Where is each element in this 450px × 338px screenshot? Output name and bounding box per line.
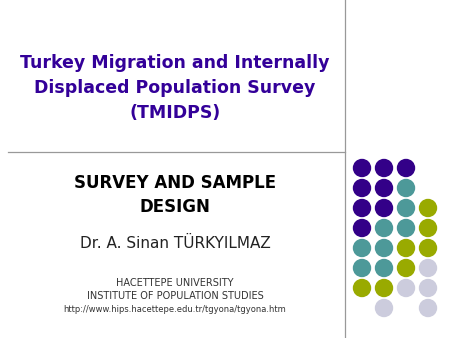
- Circle shape: [419, 219, 436, 237]
- Circle shape: [375, 199, 392, 217]
- Circle shape: [397, 219, 414, 237]
- Text: INSTITUTE OF POPULATION STUDIES: INSTITUTE OF POPULATION STUDIES: [86, 291, 263, 301]
- Circle shape: [397, 199, 414, 217]
- Text: SURVEY AND SAMPLE
DESIGN: SURVEY AND SAMPLE DESIGN: [74, 174, 276, 216]
- Circle shape: [354, 179, 370, 196]
- Circle shape: [375, 179, 392, 196]
- Circle shape: [419, 199, 436, 217]
- Circle shape: [419, 260, 436, 276]
- Circle shape: [419, 280, 436, 296]
- Circle shape: [354, 240, 370, 257]
- Circle shape: [397, 260, 414, 276]
- Circle shape: [354, 219, 370, 237]
- Circle shape: [354, 260, 370, 276]
- Circle shape: [397, 240, 414, 257]
- Circle shape: [397, 160, 414, 176]
- Circle shape: [375, 240, 392, 257]
- Circle shape: [397, 179, 414, 196]
- Circle shape: [354, 160, 370, 176]
- Circle shape: [419, 299, 436, 316]
- Text: http://www.hips.hacettepe.edu.tr/tgyona/tgyona.htm: http://www.hips.hacettepe.edu.tr/tgyona/…: [63, 305, 286, 314]
- Text: Dr. A. Sinan TÜRKYILMAZ: Dr. A. Sinan TÜRKYILMAZ: [80, 236, 270, 250]
- Text: Turkey Migration and Internally
Displaced Population Survey
(TMIDPS): Turkey Migration and Internally Displace…: [20, 54, 330, 122]
- Circle shape: [354, 199, 370, 217]
- Circle shape: [375, 260, 392, 276]
- Circle shape: [375, 299, 392, 316]
- Circle shape: [354, 280, 370, 296]
- Circle shape: [375, 280, 392, 296]
- Circle shape: [375, 219, 392, 237]
- Circle shape: [375, 160, 392, 176]
- Text: HACETTEPE UNIVERSITY: HACETTEPE UNIVERSITY: [116, 278, 234, 288]
- Circle shape: [419, 240, 436, 257]
- Circle shape: [397, 280, 414, 296]
